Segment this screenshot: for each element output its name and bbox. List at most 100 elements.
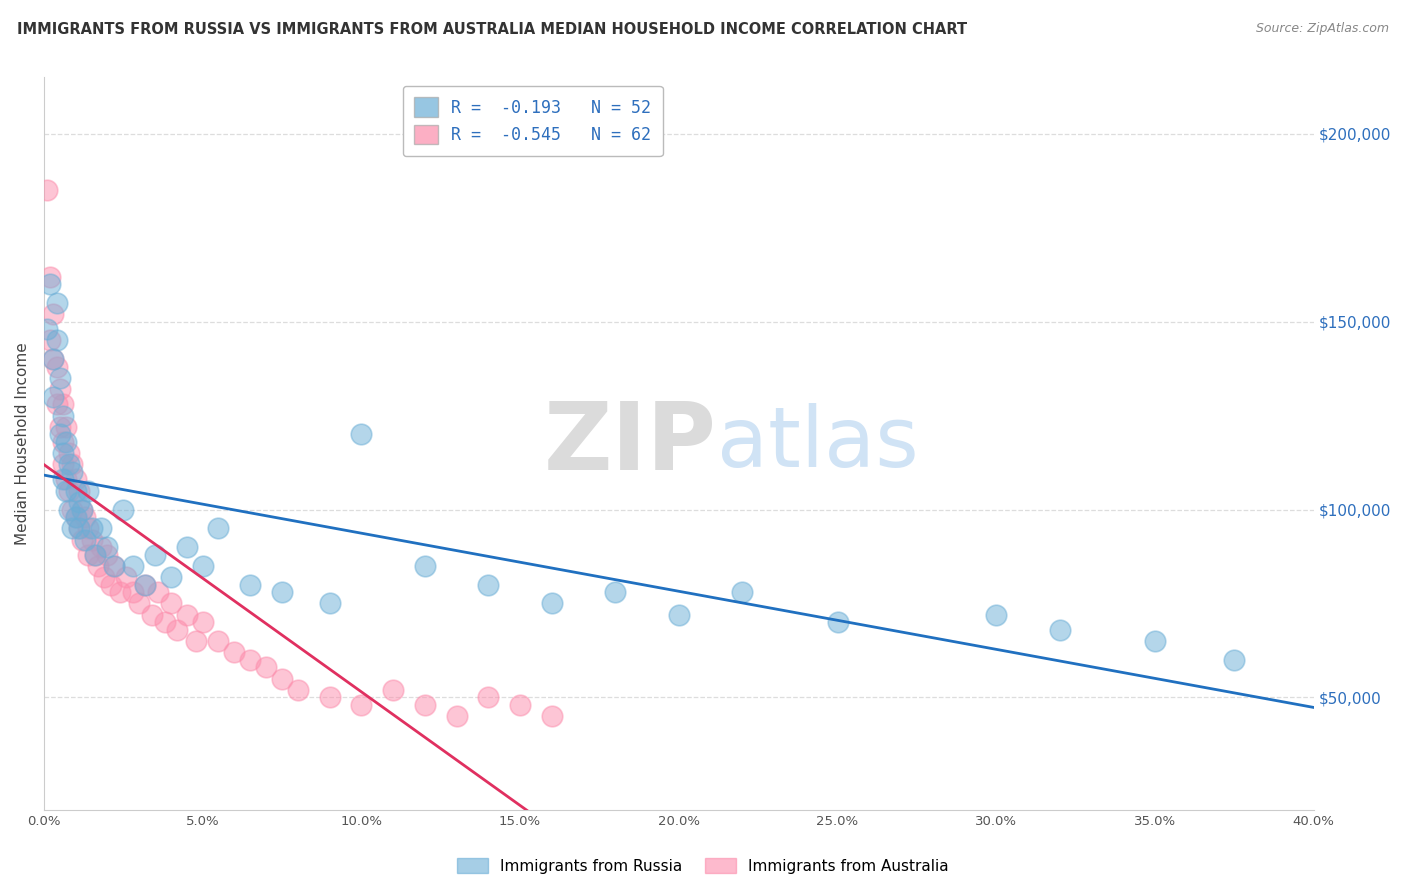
Legend: Immigrants from Russia, Immigrants from Australia: Immigrants from Russia, Immigrants from … [451,852,955,880]
Point [176,540,198,554]
Point [100,577,122,591]
Point [49,427,72,442]
Point [143,548,166,562]
Point [49,420,72,434]
Point [80,533,103,547]
Point [166,623,188,637]
Point [49,371,72,385]
Point [287,682,309,697]
Point [191,615,214,630]
Point [134,577,156,591]
Point [55,434,77,449]
Point [45,359,67,374]
Point [75,510,97,524]
Point [224,645,246,659]
Point [207,521,229,535]
Point [827,615,849,630]
Point [90,540,112,554]
Point [176,607,198,622]
Point [477,690,499,705]
Point [67,483,90,498]
Point [35,183,58,197]
Point [446,709,468,723]
Point [65,483,87,498]
Point [239,577,262,591]
Point [318,690,340,705]
Point [67,521,90,535]
Point [134,577,156,591]
Point [509,698,531,712]
Text: IMMIGRANTS FROM RUSSIA VS IMMIGRANTS FROM AUSTRALIA MEDIAN HOUSEHOLD INCOME CORR: IMMIGRANTS FROM RUSSIA VS IMMIGRANTS FRO… [17,22,967,37]
Point [39,269,62,284]
Point [42,307,65,321]
Point [75,533,97,547]
Point [58,446,80,460]
Point [1049,623,1071,637]
Point [65,510,87,524]
Point [70,533,93,547]
Text: ZIP: ZIP [544,398,717,490]
Point [668,607,690,622]
Point [731,585,754,599]
Point [67,495,90,509]
Point [239,653,262,667]
Point [413,698,436,712]
Point [382,682,405,697]
Point [62,465,84,479]
Point [77,483,100,498]
Point [52,446,75,460]
Point [540,596,562,610]
Point [271,672,294,686]
Point [52,397,75,411]
Point [128,596,150,610]
Point [540,709,562,723]
Point [160,596,183,610]
Point [115,570,138,584]
Point [121,558,143,573]
Point [42,390,65,404]
Point [477,577,499,591]
Point [77,521,100,535]
Point [93,570,115,584]
Point [87,558,110,573]
Point [191,558,214,573]
Point [271,585,294,599]
Point [42,352,65,367]
Point [52,473,75,487]
Point [350,698,373,712]
Point [65,473,87,487]
Point [90,521,112,535]
Point [55,473,77,487]
Point [70,502,93,516]
Point [605,585,627,599]
Point [148,585,170,599]
Point [350,427,373,442]
Point [83,548,105,562]
Point [121,585,143,599]
Point [52,409,75,423]
Point [62,458,84,472]
Point [77,548,100,562]
Point [108,585,131,599]
Point [96,548,118,562]
Point [153,615,176,630]
Point [67,521,90,535]
Text: Source: ZipAtlas.com: Source: ZipAtlas.com [1256,22,1389,36]
Point [65,510,87,524]
Point [49,382,72,396]
Point [160,570,183,584]
Point [141,607,163,622]
Point [45,397,67,411]
Point [1144,634,1167,648]
Point [186,634,208,648]
Point [52,458,75,472]
Point [35,322,58,336]
Point [39,277,62,291]
Point [39,334,62,348]
Point [70,502,93,516]
Point [55,420,77,434]
Point [52,434,75,449]
Point [83,548,105,562]
Text: atlas: atlas [717,403,918,484]
Point [986,607,1008,622]
